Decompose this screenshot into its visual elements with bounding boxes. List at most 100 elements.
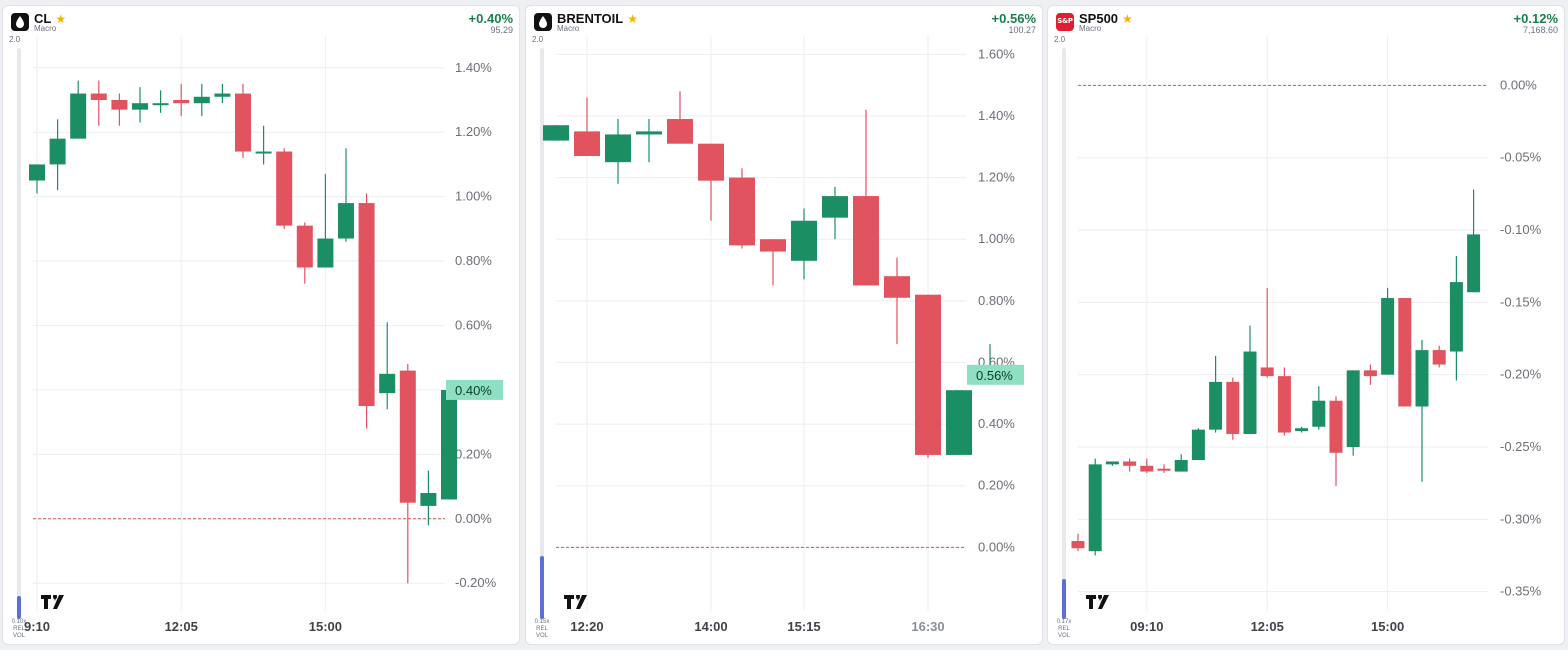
y-tick-label: 1.20%: [455, 124, 492, 139]
candle: [29, 164, 45, 194]
chart-panel-brentoil: BRENTOIL ★ Macro +0.56% 100.27 2.0 0.15x R…: [525, 5, 1043, 645]
candle: [1243, 325, 1257, 434]
candle: [543, 125, 569, 141]
candle-body: [729, 177, 755, 246]
y-tick-label: 1.00%: [978, 231, 1015, 246]
rel-vol-label: REL VOL: [12, 626, 25, 639]
favorite-star-icon[interactable]: ★: [627, 12, 638, 26]
candle: [399, 364, 416, 584]
candle: [358, 193, 375, 429]
candle-body: [853, 196, 879, 286]
symbol-name[interactable]: SP500: [1079, 11, 1119, 26]
candle-body: [698, 143, 724, 181]
y-tick-label: -0.05%: [1500, 150, 1542, 165]
candle: [1312, 386, 1326, 430]
candle-body: [1157, 468, 1171, 471]
candle-body: [1277, 376, 1291, 433]
candle-body: [574, 131, 600, 157]
y-tick-label: -0.35%: [1500, 584, 1542, 599]
y-tick-label: 0.00%: [978, 539, 1015, 554]
candle: [1381, 287, 1395, 375]
sp-logo-icon: S&P: [1056, 13, 1074, 31]
y-tick-label: 0.60%: [455, 318, 492, 333]
x-tick-label: 15:00: [1371, 619, 1404, 634]
candle: [420, 470, 437, 526]
favorite-star-icon[interactable]: ★: [1122, 12, 1133, 26]
candle: [90, 80, 107, 126]
candle-body: [441, 389, 457, 500]
candle-body: [605, 134, 631, 163]
candle: [70, 80, 87, 139]
candle: [1123, 458, 1137, 472]
candle: [946, 390, 972, 455]
symbol-name[interactable]: BRENTOIL: [557, 11, 624, 26]
candle: [276, 148, 293, 229]
candle: [605, 119, 631, 184]
candlestick-chart[interactable]: -0.20% 0.00% 0.20% 0.40% 0.60% 0.80% 1.00% 1.20…: [3, 6, 519, 644]
candle-body: [760, 239, 786, 252]
rel-vol-meter: [540, 48, 544, 619]
candle-body: [1071, 541, 1085, 549]
current-value-badge: [967, 364, 1024, 385]
candle: [1329, 396, 1343, 487]
symbol-name[interactable]: CL: [34, 11, 52, 26]
last-price: 7,168.60: [1522, 25, 1558, 35]
candle: [1467, 189, 1481, 293]
rel-vol-value: 0.15x: [534, 619, 550, 625]
candle-body: [420, 493, 437, 506]
candle: [1157, 464, 1171, 474]
symbol-category: Macro: [557, 24, 580, 33]
y-tick-label: -0.15%: [1500, 294, 1542, 309]
x-tick-label: 12:05: [1251, 619, 1284, 634]
candlestick-chart[interactable]: 0.00%0.20%0.40%0.60%0.80%1.00%1.20%1.40%…: [526, 6, 1042, 644]
candle: [193, 83, 210, 117]
candle-body: [543, 125, 569, 141]
y-tick-label: 0.80%: [978, 293, 1015, 308]
candle: [1432, 345, 1446, 368]
x-tick-label: 09:10: [1130, 619, 1163, 634]
symbol-category: Macro: [34, 24, 57, 33]
candle-body: [70, 93, 87, 139]
candle: [1209, 355, 1223, 433]
y-tick-label: 1.00%: [455, 189, 492, 204]
candle-body: [1243, 351, 1257, 434]
x-tick-label: 15:00: [309, 619, 342, 634]
candle-body: [49, 138, 66, 165]
last-price: 95.29: [490, 25, 513, 35]
candlestick-chart[interactable]: -0.35% -0.30% -0.25% -0.20% -0.15% -0.10% -0.0…: [1048, 6, 1564, 644]
candle: [1449, 256, 1463, 381]
current-value-label: 0.40%: [455, 383, 492, 398]
x-tick-label: 15:15: [787, 619, 820, 634]
candle-body: [1226, 381, 1240, 434]
candle-body: [1381, 298, 1395, 375]
candle: [1277, 367, 1291, 436]
candle-body: [338, 203, 354, 239]
candle: [1226, 377, 1240, 440]
candle: [884, 257, 910, 344]
tradingview-logo-icon: [564, 595, 587, 609]
last-price: 100.27: [1008, 25, 1036, 35]
y-tick-label: -0.10%: [1500, 222, 1542, 237]
rel-vol-fill: [1062, 579, 1066, 619]
x-tick-label: 9:10: [24, 619, 50, 634]
x-tick-label: 16:30: [911, 619, 944, 634]
rel-vol-scale-top: 2.0: [9, 35, 21, 44]
candle: [1295, 426, 1309, 433]
percent-change: +0.40%: [468, 11, 513, 26]
candle-body: [1398, 298, 1412, 407]
candle: [49, 119, 66, 191]
candle: [1398, 298, 1412, 407]
candle-body: [358, 203, 375, 407]
candle-body: [255, 151, 272, 154]
candle-body: [111, 99, 128, 110]
candle-body: [791, 220, 817, 261]
rel-vol-fill: [17, 596, 21, 619]
candle: [214, 83, 231, 104]
rel-vol-value: 0.17x: [1056, 619, 1072, 625]
candle-body: [1449, 282, 1463, 352]
candle: [667, 91, 693, 144]
tradingview-logo-icon: [41, 595, 64, 609]
favorite-star-icon[interactable]: ★: [55, 12, 67, 26]
rel-vol-label: REL VOL: [1057, 626, 1070, 639]
candle: [1140, 458, 1154, 474]
